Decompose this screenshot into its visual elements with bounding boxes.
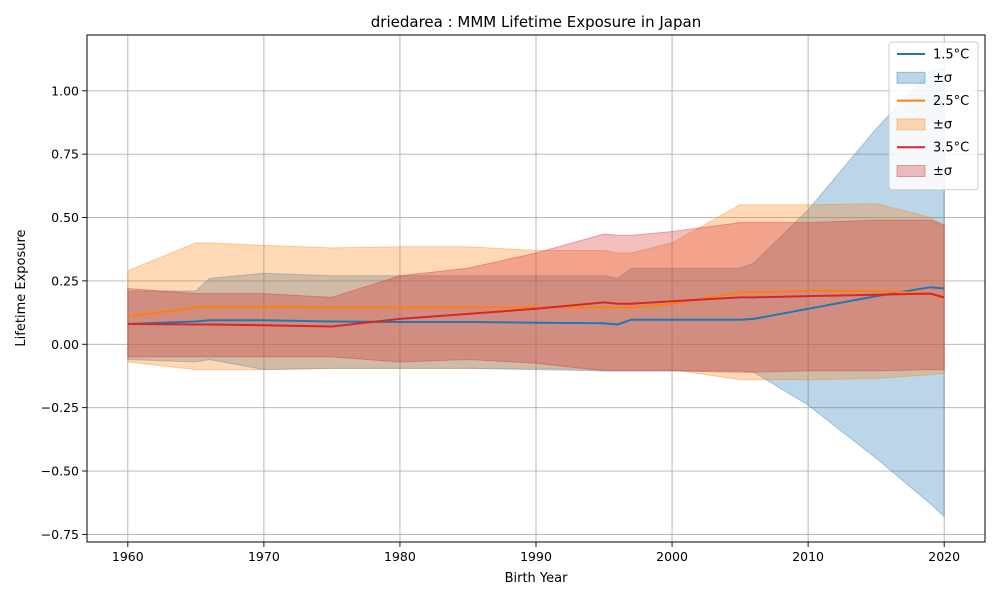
y-tick-label: −0.75 bbox=[41, 527, 79, 542]
y-tick-label: 1.00 bbox=[51, 83, 79, 98]
x-axis-label: Birth Year bbox=[505, 571, 569, 586]
legend-box bbox=[888, 41, 979, 191]
legend-band-swatch bbox=[896, 71, 926, 84]
x-tick-label: 1980 bbox=[384, 549, 416, 564]
band-series-1 bbox=[127, 203, 945, 381]
legend-band-swatch bbox=[896, 165, 926, 177]
legend-label: ±σ bbox=[933, 164, 952, 179]
legend-label: ±σ bbox=[933, 71, 952, 86]
line-series-1 bbox=[127, 290, 945, 318]
legend-label: 2.5°C bbox=[933, 94, 969, 109]
x-tick-label: 2000 bbox=[656, 549, 688, 564]
grid bbox=[87, 35, 985, 542]
y-axis-label: Lifetime Exposure bbox=[14, 229, 29, 346]
x-tick-label: 2010 bbox=[792, 549, 824, 564]
chart-title: driedarea : MMM Lifetime Exposure in Jap… bbox=[371, 13, 701, 31]
line-series-0 bbox=[127, 286, 945, 326]
x-tick-label: 1960 bbox=[112, 549, 144, 564]
y-tick-label: −0.50 bbox=[41, 464, 79, 479]
legend-band-swatch bbox=[896, 118, 926, 131]
line-series-2 bbox=[127, 292, 945, 328]
legend-label: ±σ bbox=[933, 117, 952, 132]
bands bbox=[127, 67, 945, 518]
axis-ticks: 1960 1970 1980 1990 2000 2010 2020 −0.75 −0.50 −0… bbox=[41, 83, 960, 564]
y-tick-label: 0.25 bbox=[51, 273, 79, 288]
y-tick-label: 0.50 bbox=[51, 210, 79, 225]
band-series-0 bbox=[127, 67, 945, 518]
legend-label: 1.5°C bbox=[933, 48, 969, 63]
y-tick-label: −0.25 bbox=[41, 400, 79, 415]
legend-label: 3.5°C bbox=[933, 141, 969, 156]
x-tick-label: 1990 bbox=[520, 549, 552, 564]
x-tick-label: 2020 bbox=[928, 549, 960, 564]
y-tick-label: 0.75 bbox=[51, 147, 79, 162]
y-tick-label: 0.00 bbox=[51, 337, 79, 352]
x-tick-label: 1970 bbox=[248, 549, 280, 564]
series-lines bbox=[127, 286, 945, 328]
band-series-2 bbox=[127, 219, 945, 373]
legend: 1.5°C ±σ 2.5°C ±σ 3.5°C ±σ bbox=[888, 41, 979, 191]
